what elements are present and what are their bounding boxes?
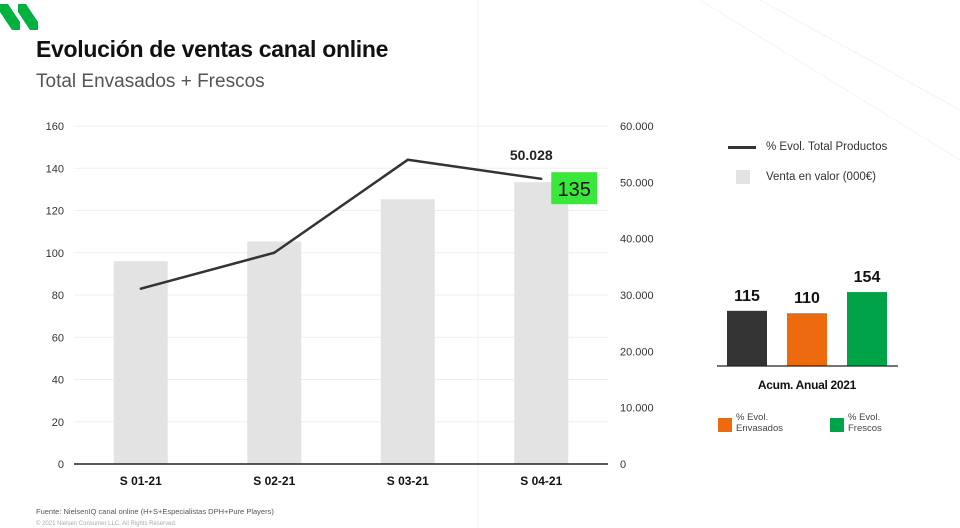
side-bar: [847, 292, 887, 366]
legend-envasados-line1: % Evol.: [736, 412, 769, 423]
legend-frescos-line2: Frescos: [848, 423, 882, 434]
line-point: [540, 177, 543, 181]
legend-frescos-swatch: [830, 418, 844, 432]
legend-label-line: % Evol. Total Productos: [766, 141, 888, 153]
bar: [380, 199, 435, 464]
page-title: Evolución de ventas canal online: [36, 36, 389, 62]
right-axis-tick-label: 30.000: [620, 290, 654, 302]
line-series: [140, 158, 542, 290]
side-bar-value-label: 110: [794, 290, 820, 307]
left-axis-tick-label: 20: [52, 417, 64, 429]
bar: [113, 261, 168, 464]
x-axis-category-label: S 01-21: [120, 474, 162, 488]
line-value-badge: [551, 172, 598, 205]
line-value-label: 135: [558, 179, 591, 201]
side-bar: [727, 310, 767, 366]
left-axis-tick-label: 0: [58, 459, 64, 471]
side-bar-value-label: 154: [854, 269, 881, 286]
legend-frescos-line1: % Evol.: [848, 412, 881, 423]
right-axis-tick-label: 60.000: [620, 121, 654, 133]
copyright-note: © 2021 Nielsen Consumer LLC. All Rights …: [36, 521, 177, 527]
bar: [247, 241, 302, 464]
brand-logo: [0, 4, 38, 30]
right-axis-tick-label: 10.000: [620, 403, 654, 415]
right-axis-tick-label: 0: [620, 459, 626, 471]
left-axis-tick-label: 60: [52, 332, 64, 344]
right-axis-tick-label: 40.000: [620, 234, 654, 246]
left-axis-tick-label: 40: [52, 375, 64, 387]
left-axis-tick-label: 80: [52, 290, 64, 302]
left-axis-tick-label: 120: [46, 206, 64, 218]
legend-envasados-line2: Envasados: [736, 423, 784, 434]
line-point: [273, 251, 276, 254]
source-note: Fuente: NielsenIQ canal online (H+S+Espe…: [36, 507, 274, 516]
legend-item-frescos: % Evol. Frescos: [830, 412, 882, 434]
page-subtitle: Total Envasados + Frescos: [36, 71, 265, 92]
bar-value-label: 50.028: [510, 147, 553, 163]
side-bar: [787, 313, 827, 366]
legend-item-bar: Venta en valor (000€): [724, 166, 887, 188]
legend-line-swatch: [728, 145, 756, 149]
legend-bar-swatch: [736, 170, 750, 184]
left-axis-tick-label: 140: [46, 163, 64, 175]
bar: [514, 182, 569, 464]
side-bar-value-label: 115: [734, 288, 760, 305]
line-point: [406, 158, 409, 161]
x-axis-category-label: S 03-21: [387, 474, 429, 488]
legend-envasados-swatch: [718, 418, 732, 432]
side-chart-title: Acum. Anual 2021: [758, 378, 857, 392]
left-axis-tick-label: 160: [46, 121, 64, 133]
legend-label-bar: Venta en valor (000€): [766, 171, 876, 183]
x-axis-category-label: S 04-21: [520, 474, 562, 488]
left-axis-tick-label: 100: [46, 248, 64, 260]
legend-item-line: % Evol. Total Productos: [724, 136, 887, 158]
right-axis-tick-label: 20.000: [620, 346, 654, 358]
legend-item-envasados: % Evol. Envasados: [718, 412, 783, 434]
right-axis-tick-label: 50.000: [620, 177, 654, 189]
chart-legend: % Evol. Total Productos Venta en valor (…: [724, 136, 887, 196]
line-point: [139, 287, 142, 290]
x-axis-category-label: S 02-21: [253, 474, 295, 488]
